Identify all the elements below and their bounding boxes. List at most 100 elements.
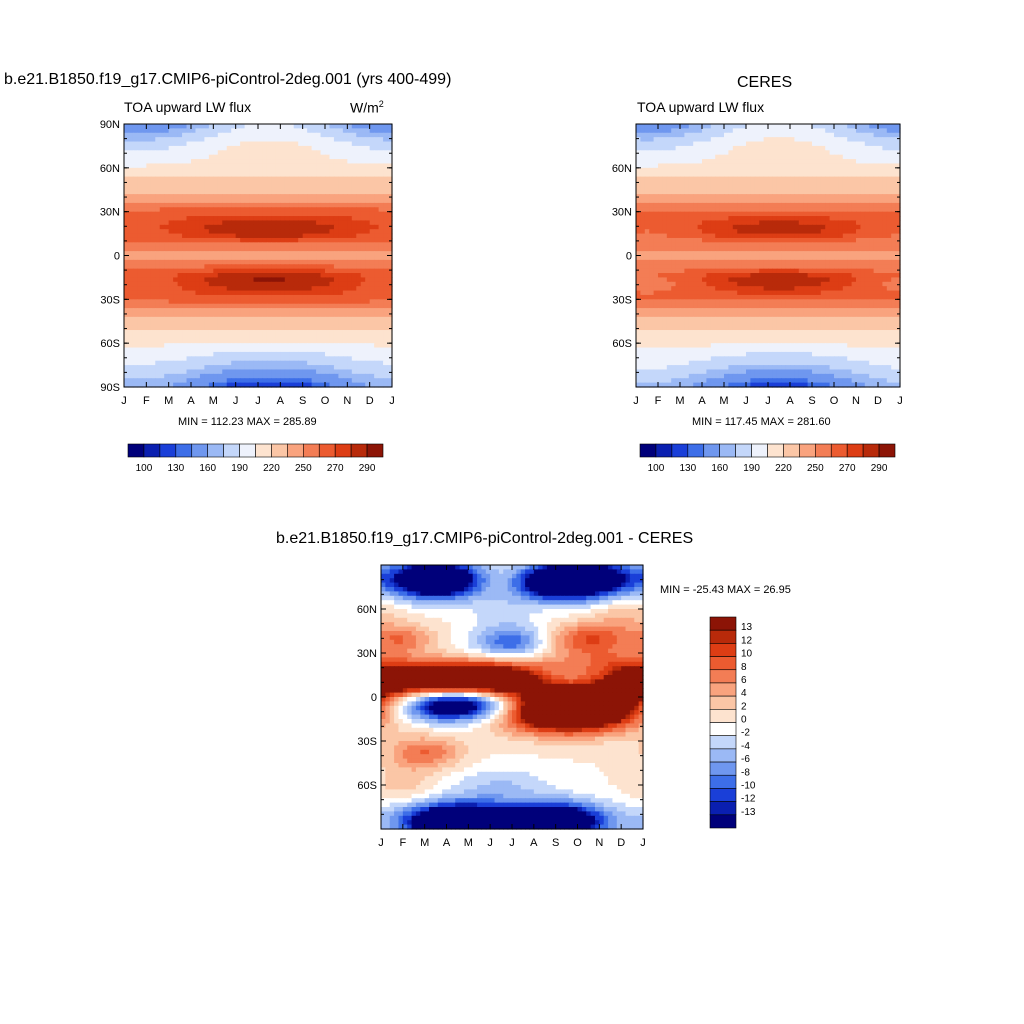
- heat-cell: [724, 141, 729, 147]
- heat-cell: [869, 180, 875, 186]
- heat-cell: [671, 194, 677, 200]
- heat-cell: [177, 141, 183, 147]
- heat-cell: [759, 159, 765, 165]
- heat-cell: [329, 180, 335, 186]
- heat-cell: [182, 202, 188, 208]
- heat-cell: [886, 216, 892, 222]
- heat-cell: [644, 124, 650, 129]
- heat-cell: [693, 176, 699, 182]
- heat-cell: [356, 259, 362, 265]
- heat-cell: [173, 365, 179, 371]
- heat-cell: [640, 154, 646, 160]
- heat-cell: [649, 185, 655, 191]
- heat-cell: [173, 325, 179, 331]
- heat-cell: [213, 356, 219, 362]
- heat-cell: [199, 382, 205, 388]
- heat-cell: [213, 242, 219, 248]
- heat-cell: [266, 242, 272, 248]
- heat-cell: [280, 246, 286, 252]
- heat-cell: [266, 233, 272, 239]
- heat-cell: [864, 124, 870, 129]
- heat-cell: [302, 224, 308, 230]
- heat-cell: [266, 207, 272, 213]
- heat-cell: [794, 159, 800, 165]
- heat-cell: [378, 268, 384, 274]
- heat-cell: [320, 229, 326, 235]
- heat-cell: [829, 159, 835, 165]
- heat-cell: [141, 382, 147, 388]
- heat-cell: [262, 264, 268, 270]
- heat-cell: [302, 141, 308, 147]
- heat-cell: [231, 216, 237, 222]
- heat-cell: [365, 259, 371, 265]
- heat-cell: [365, 145, 371, 151]
- heat-cell: [342, 321, 348, 327]
- heat-cell: [231, 229, 237, 235]
- heat-cell: [658, 163, 663, 169]
- heat-cell: [658, 167, 663, 173]
- heat-cell: [258, 312, 264, 318]
- heat-cell: [873, 128, 879, 134]
- heat-cell: [333, 246, 339, 252]
- heat-cell: [662, 124, 668, 129]
- heat-cell: [213, 351, 219, 357]
- heat-cell: [347, 198, 353, 204]
- heatmap-0: [124, 124, 393, 388]
- heat-cell: [658, 159, 663, 165]
- heat-cell: [244, 176, 250, 182]
- heat-cell: [235, 369, 241, 375]
- heat-cell: [208, 338, 214, 344]
- heat-cell: [869, 189, 875, 195]
- heat-cell: [222, 150, 228, 156]
- heat-cell: [289, 224, 295, 230]
- heat-cell: [649, 124, 655, 129]
- heat-cell: [644, 163, 650, 169]
- heat-cell: [217, 360, 223, 366]
- heat-cell: [177, 303, 183, 309]
- heat-cell: [199, 132, 205, 138]
- heat-cell: [289, 334, 295, 340]
- heat-cell: [168, 167, 174, 173]
- heat-cell: [146, 290, 152, 296]
- heat-cell: [213, 360, 219, 366]
- heat-cell: [249, 365, 255, 371]
- heat-cell: [772, 128, 778, 134]
- heat-cell: [191, 211, 197, 217]
- heat-cell: [150, 321, 156, 327]
- heat-cell: [728, 124, 734, 129]
- heat-cell: [195, 224, 201, 230]
- heat-cell: [715, 124, 721, 129]
- heat-cell: [208, 343, 214, 349]
- heat-cell: [284, 172, 290, 178]
- heat-cell: [851, 132, 857, 138]
- heat-cell: [182, 277, 188, 283]
- heat-cell: [387, 273, 393, 279]
- heat-cell: [719, 132, 725, 138]
- heat-cell: [311, 229, 317, 235]
- heat-cell: [325, 281, 331, 287]
- heat-cell: [177, 330, 183, 335]
- heat-cell: [342, 141, 348, 147]
- heat-cell: [124, 338, 130, 344]
- heat-cell: [338, 172, 344, 178]
- heat-cell: [240, 299, 246, 305]
- heat-cell: [124, 334, 130, 340]
- heat-cell: [177, 246, 183, 252]
- heat-cell: [706, 154, 712, 160]
- heat-cell: [333, 132, 339, 138]
- heat-cell: [820, 132, 826, 138]
- heat-cell: [356, 237, 362, 243]
- heat-cell: [293, 308, 299, 314]
- heat-cell: [195, 216, 201, 222]
- heat-cell: [320, 286, 326, 292]
- heat-cell: [342, 373, 348, 379]
- heat-cell: [746, 176, 751, 182]
- heat-cell: [266, 220, 272, 226]
- heat-cell: [226, 224, 232, 230]
- heat-cell: [150, 150, 156, 156]
- heat-cell: [794, 163, 800, 169]
- heat-cell: [816, 163, 822, 169]
- heat-cell: [338, 216, 344, 222]
- heat-cell: [195, 373, 201, 379]
- heat-cell: [860, 145, 866, 151]
